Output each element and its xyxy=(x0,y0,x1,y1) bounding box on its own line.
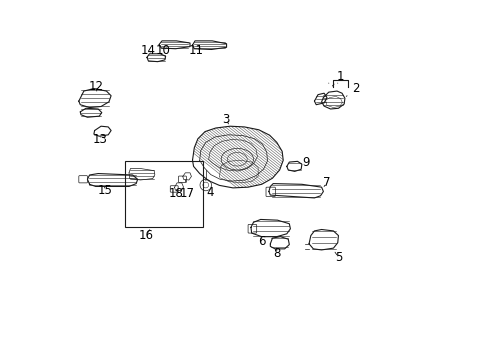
Text: 11: 11 xyxy=(188,44,203,57)
Text: 14: 14 xyxy=(141,44,156,57)
Text: 18: 18 xyxy=(168,187,183,200)
Text: 2: 2 xyxy=(346,82,359,96)
Text: 16: 16 xyxy=(138,229,153,242)
Text: 5: 5 xyxy=(334,251,342,264)
Text: 15: 15 xyxy=(97,184,112,197)
Text: 6: 6 xyxy=(258,235,265,248)
Text: 3: 3 xyxy=(222,113,229,126)
Text: 1: 1 xyxy=(332,70,344,86)
Text: 17: 17 xyxy=(179,180,194,200)
Text: 8: 8 xyxy=(272,247,280,260)
Text: 12: 12 xyxy=(88,80,103,93)
Text: 13: 13 xyxy=(93,133,107,146)
Text: 7: 7 xyxy=(322,176,329,189)
Text: 10: 10 xyxy=(155,44,170,57)
Text: 4: 4 xyxy=(205,180,214,199)
Text: 9: 9 xyxy=(302,156,309,169)
